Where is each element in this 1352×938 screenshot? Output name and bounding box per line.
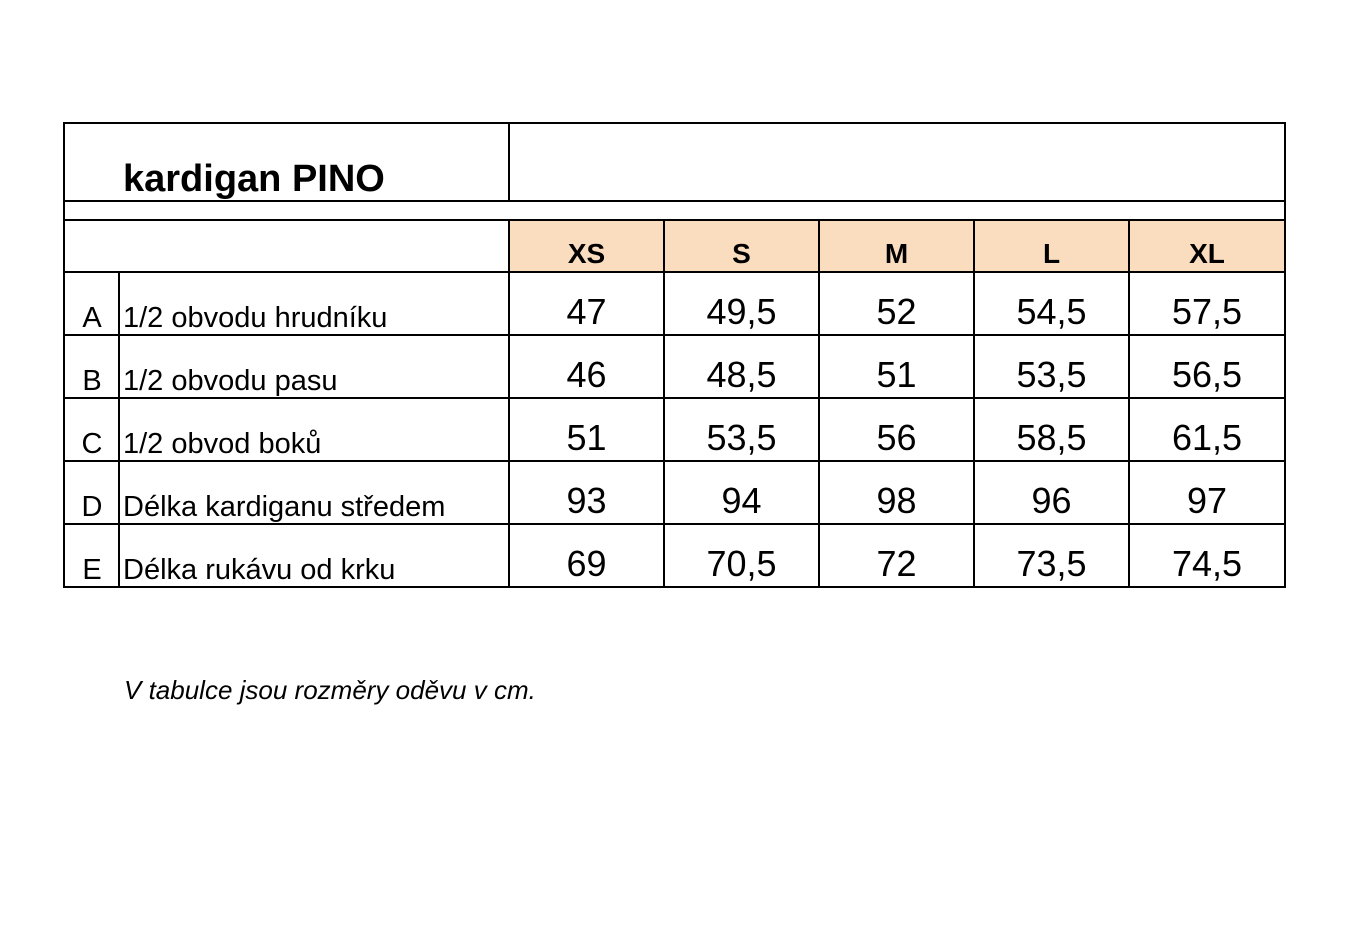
measurement: 53,5 — [1016, 354, 1086, 395]
header-cell — [819, 220, 974, 272]
measurement: 57,5 — [1172, 291, 1242, 332]
measurement: 53,5 — [706, 417, 776, 458]
header-cell — [974, 220, 1129, 272]
measurement: 58,5 — [1016, 417, 1086, 458]
header-cell — [1129, 220, 1285, 272]
row-label: 1/2 obvodu hrudníku — [123, 302, 387, 334]
row-label: 1/2 obvodu pasu — [123, 365, 337, 397]
size-label: M — [885, 238, 908, 269]
measurement: 94 — [721, 480, 761, 521]
measurement: 48,5 — [706, 354, 776, 395]
header-cell — [509, 220, 664, 272]
measurement: 97 — [1187, 480, 1227, 521]
measurement: 93 — [566, 480, 606, 521]
row-letter: E — [82, 554, 101, 586]
measurement: 52 — [876, 291, 916, 332]
header-cell — [664, 220, 819, 272]
measurement: 98 — [876, 480, 916, 521]
row-letter: D — [82, 491, 103, 523]
row-label: Délka rukávu od krku — [123, 554, 395, 586]
measurement: 72 — [876, 543, 916, 584]
measurement: 54,5 — [1016, 291, 1086, 332]
size-label: XS — [568, 238, 605, 269]
size-label: XL — [1189, 238, 1225, 269]
measurement: 73,5 — [1016, 543, 1086, 584]
row-label: Délka kardiganu středem — [123, 491, 445, 523]
measurement: 46 — [566, 354, 606, 395]
row-letter: C — [82, 428, 103, 460]
measurement: 51 — [566, 417, 606, 458]
measurement: 70,5 — [706, 543, 776, 584]
row-label: 1/2 obvod boků — [123, 428, 321, 460]
measurement: 51 — [876, 354, 916, 395]
measurement: 69 — [566, 543, 606, 584]
row-letter: A — [82, 302, 102, 334]
size-label: S — [732, 238, 751, 269]
size-label: L — [1043, 238, 1060, 269]
measurement: 96 — [1031, 480, 1071, 521]
measurement: 61,5 — [1172, 417, 1242, 458]
measurement: 56,5 — [1172, 354, 1242, 395]
note: V tabulce jsou rozměry oděvu v cm. — [124, 675, 536, 705]
row-letter: B — [82, 365, 101, 397]
measurement: 56 — [876, 417, 916, 458]
table-title: kardigan PINO — [123, 158, 385, 200]
measurement: 47 — [566, 291, 606, 332]
measurement: 49,5 — [706, 291, 776, 332]
measurement: 74,5 — [1172, 543, 1242, 584]
